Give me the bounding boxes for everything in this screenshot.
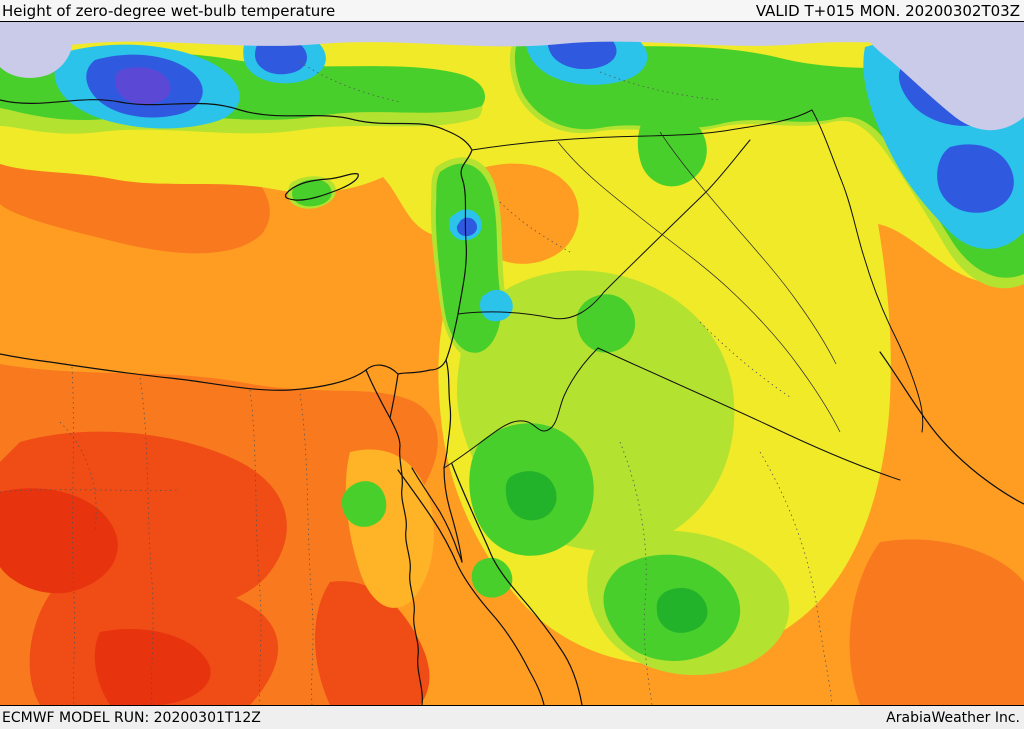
fill-contours (0, 22, 1024, 705)
tigris-river (659, 131, 837, 365)
admin-boundary (59, 421, 97, 533)
gulf-of-aqaba-west-shore (443, 467, 463, 563)
iraq-iran-border (811, 109, 924, 433)
persian-gulf-coastline (879, 351, 1024, 505)
valid-time-label: VALID T+015 MON. 20200302T03Z (755, 1, 1020, 20)
admin-boundary (699, 321, 791, 398)
weather-map-svg (0, 22, 1024, 705)
contour-darkgreen-core (656, 587, 708, 633)
admin-boundary (759, 451, 833, 705)
map-canvas (0, 22, 1024, 705)
attribution-label: ArabiaWeather Inc. (886, 709, 1020, 726)
contour-red-redsea-west (315, 581, 430, 705)
jordan-rift-line (443, 359, 452, 469)
gulf-of-suez-west-shore (397, 469, 545, 705)
admin-boundary (599, 71, 721, 101)
contour-blue-east2 (937, 144, 1014, 213)
admin-boundary (0, 489, 181, 493)
contour-red-core (0, 488, 118, 594)
contour-green-patch-small (576, 294, 636, 353)
jordan-syria-border (457, 291, 605, 320)
cyprus-coastline (284, 173, 359, 201)
iraq-saudi-border (597, 347, 901, 481)
admin-boundaries-dotted (0, 61, 833, 705)
mediterranean-coastline (0, 99, 473, 391)
red-sea-east-shore (451, 463, 583, 705)
admin-boundary (249, 389, 262, 705)
contour-blue-lebanon-dot (456, 217, 478, 237)
contour-lavender-corner-west (0, 22, 74, 78)
contour-red-core (94, 629, 211, 705)
admin-boundary (299, 61, 401, 103)
page-title: Height of zero-degree wet-bulb temperatu… (2, 1, 336, 20)
nile-river (365, 369, 423, 705)
jordan-saudi-border (443, 347, 599, 469)
admin-boundary (139, 377, 154, 705)
admin-boundary (299, 393, 314, 705)
contour-cyan-lebanon-dot (480, 289, 513, 322)
gulf-of-suez-east-shore (411, 467, 463, 563)
contour-darkgreen-core (505, 471, 557, 521)
contour-green-redsea-spot (471, 557, 513, 598)
contour-deep-orange-southeast (849, 539, 1024, 705)
contour-violet-core (115, 67, 171, 105)
contour-green-sinai-spot (341, 481, 387, 527)
admin-boundary (619, 441, 653, 705)
model-run-label: ECMWF MODEL RUN: 20200301T12Z (2, 709, 261, 726)
map-footer: ECMWF MODEL RUN: 20200301T12Z ArabiaWeat… (0, 705, 1024, 729)
nile-delta-branch (389, 373, 399, 419)
contour-blue-west2 (255, 37, 307, 75)
contour-lavender-corner-east (860, 22, 1024, 131)
boundaries (0, 99, 1024, 705)
map-header: Height of zero-degree wet-bulb temperatu… (0, 0, 1024, 22)
syria-iraq-border (603, 139, 751, 293)
euphrates-river (557, 141, 841, 433)
contour-lavender-strip (0, 22, 1024, 47)
turkey-syria-border (471, 109, 813, 151)
